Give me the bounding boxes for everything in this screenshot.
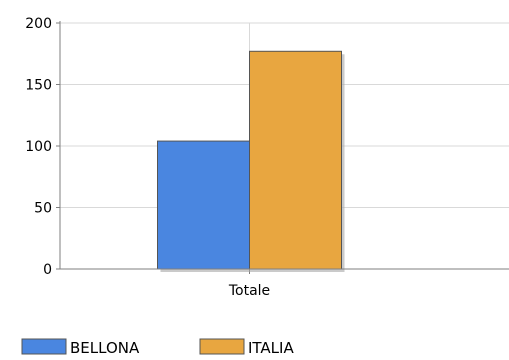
bar-bellona[interactable] <box>157 140 250 270</box>
y-tick-label: 0 <box>43 262 52 278</box>
y-tick-label: 150 <box>25 78 52 94</box>
legend-swatch-bellona <box>21 338 67 355</box>
y-tick-label: 100 <box>25 139 52 155</box>
legend-label-bellona: BELLONA <box>70 339 140 356</box>
x-tick-label: Totale <box>228 283 270 299</box>
bar-italia[interactable] <box>249 50 342 270</box>
legend-label-italia: ITALIA <box>248 339 294 356</box>
y-tick-label: 50 <box>34 201 52 217</box>
legend-swatch-italia <box>199 338 245 355</box>
y-tick-label: 200 <box>25 16 52 32</box>
